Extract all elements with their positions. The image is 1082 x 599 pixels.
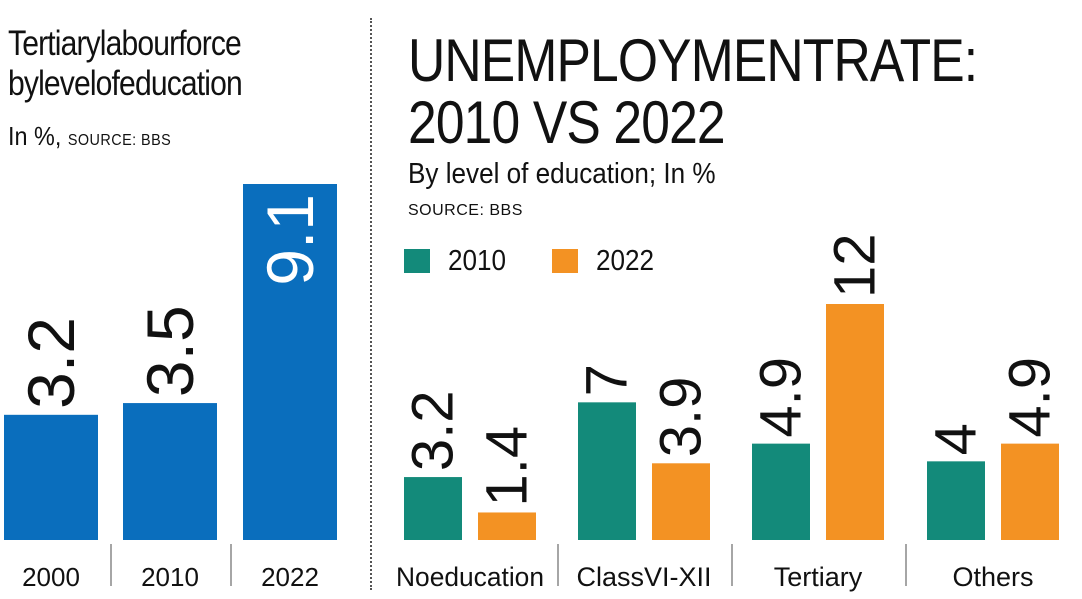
bar-classvi-xii-2010 — [578, 402, 636, 540]
left-chart-subtitle-row: In %, SOURCE: BBS — [8, 121, 171, 152]
bar-tertiary-2010 — [752, 443, 810, 540]
left-value-label-2022: 9.1 — [253, 194, 327, 286]
right-chart-title-line-2: 2010 VS 2022 — [408, 89, 726, 156]
value-label-tertiary-2010: 4.9 — [749, 357, 814, 438]
bar-classvi-xii-2022 — [652, 463, 710, 540]
value-label-classvi-xii-2010: 7 — [575, 364, 640, 396]
legend-label-2022: 2022 — [596, 244, 655, 277]
value-label-noeducation-2010: 3.2 — [401, 390, 466, 471]
left-value-label-2010: 3.5 — [133, 305, 207, 397]
left-bar-2000 — [4, 414, 98, 540]
left-chart-title-line-2: bylevelofeducation — [8, 64, 243, 103]
bar-tertiary-2022 — [826, 304, 884, 540]
legend-swatch-2022 — [552, 249, 578, 273]
category-label-classvi-xii: ClassVI-XII — [576, 562, 711, 592]
right-chart-panel: UNEMPLOYMENTRATE: 2010 VS 2022 By level … — [380, 0, 1082, 599]
right-chart-title-line-1: UNEMPLOYMENTRATE: — [408, 27, 978, 94]
left-chart-title: Tertiarylabourforce bylevelofeducation — [8, 24, 300, 104]
left-chart-panel: Tertiarylabourforce bylevelofeducation I… — [0, 0, 350, 599]
left-bar-2010 — [123, 403, 217, 540]
left-value-label-2000: 3.2 — [14, 317, 88, 409]
left-category-label-2010: 2010 — [141, 562, 199, 592]
value-label-tertiary-2022: 12 — [823, 233, 888, 298]
value-label-others-2022: 4.9 — [998, 357, 1063, 438]
bar-noeducation-2010 — [404, 477, 462, 540]
bar-others-2010 — [927, 461, 985, 540]
value-label-others-2010: 4 — [924, 423, 989, 455]
right-chart-subtitle: By level of education; In % — [408, 158, 716, 190]
category-label-tertiary: Tertiary — [774, 562, 863, 592]
value-label-classvi-xii-2022: 3.9 — [649, 377, 714, 458]
legend-item-2022: 2022 — [552, 244, 661, 277]
legend-item-2010: 2010 — [404, 244, 513, 277]
legend-swatch-2010 — [404, 249, 430, 273]
left-category-label-2000: 2000 — [22, 562, 80, 592]
value-label-noeducation-2022: 1.4 — [475, 426, 540, 507]
panel-divider — [370, 18, 372, 590]
left-category-label-2022: 2022 — [261, 562, 319, 592]
left-bar-chart: 3.2 2000 3.5 2010 9.1 2022 — [4, 184, 337, 592]
left-chart-source: SOURCE: BBS — [67, 132, 172, 149]
left-bar-2022 — [243, 184, 337, 540]
right-chart-source: SOURCE: BBS — [408, 202, 523, 219]
category-label-others: Others — [952, 562, 1033, 592]
category-label-noeducation: Noeducation — [396, 562, 544, 592]
right-chart-title: UNEMPLOYMENTRATE: 2010 VS 2022 — [408, 30, 993, 154]
bar-others-2022 — [1001, 443, 1059, 540]
left-chart-title-line-1: Tertiarylabourforce — [8, 24, 242, 63]
legend-label-2010: 2010 — [448, 244, 507, 277]
left-chart-subtitle: In %, — [8, 121, 62, 151]
bar-noeducation-2022 — [478, 512, 536, 540]
